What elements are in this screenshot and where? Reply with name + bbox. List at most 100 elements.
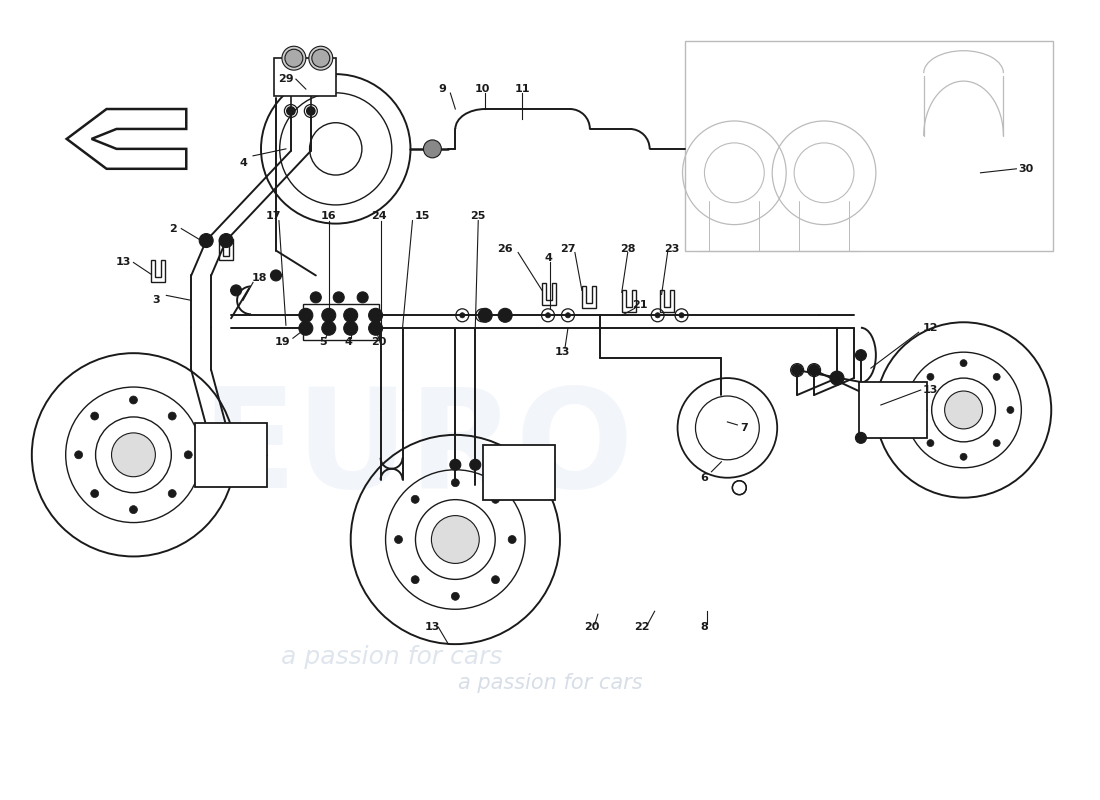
Circle shape <box>654 313 660 318</box>
Text: 24: 24 <box>371 210 386 221</box>
Text: 28: 28 <box>620 243 636 254</box>
Text: 27: 27 <box>560 243 575 254</box>
Text: 13: 13 <box>116 258 131 267</box>
Text: 3: 3 <box>153 295 161 306</box>
Text: 4: 4 <box>239 158 248 168</box>
Circle shape <box>309 46 333 70</box>
Circle shape <box>322 322 335 335</box>
Circle shape <box>322 308 335 322</box>
Circle shape <box>185 451 192 458</box>
Circle shape <box>808 365 820 375</box>
Circle shape <box>271 270 282 281</box>
Text: 10: 10 <box>474 84 490 94</box>
Circle shape <box>75 451 82 458</box>
Circle shape <box>368 308 383 322</box>
FancyBboxPatch shape <box>195 423 267 486</box>
Text: a passion for cars: a passion for cars <box>458 673 642 693</box>
Circle shape <box>308 109 314 114</box>
Circle shape <box>492 576 499 584</box>
Text: 7: 7 <box>740 423 748 433</box>
Text: 13: 13 <box>554 347 570 357</box>
Text: 22: 22 <box>634 622 649 632</box>
Circle shape <box>993 439 1000 446</box>
Circle shape <box>812 367 816 373</box>
FancyBboxPatch shape <box>684 42 1053 250</box>
Circle shape <box>282 46 306 70</box>
Circle shape <box>451 478 460 486</box>
Text: 8: 8 <box>701 622 708 632</box>
Circle shape <box>679 313 684 318</box>
Text: 20: 20 <box>371 338 386 347</box>
Circle shape <box>508 535 516 543</box>
Circle shape <box>460 313 465 318</box>
Circle shape <box>299 308 312 322</box>
FancyBboxPatch shape <box>483 445 556 500</box>
Circle shape <box>1006 406 1014 414</box>
Circle shape <box>343 322 358 335</box>
Circle shape <box>219 234 233 247</box>
Text: 25: 25 <box>471 210 486 221</box>
Text: 26: 26 <box>497 243 513 254</box>
Circle shape <box>733 481 746 494</box>
Circle shape <box>424 140 441 158</box>
Text: EURO: EURO <box>201 382 634 518</box>
Text: 5: 5 <box>319 338 327 347</box>
Circle shape <box>492 495 499 503</box>
Circle shape <box>565 313 571 318</box>
Circle shape <box>288 109 294 114</box>
Text: 15: 15 <box>415 210 430 221</box>
Text: 21: 21 <box>631 300 648 310</box>
Circle shape <box>168 412 176 420</box>
Text: 6: 6 <box>701 473 708 482</box>
Circle shape <box>450 459 461 470</box>
Circle shape <box>311 50 330 67</box>
FancyBboxPatch shape <box>274 58 336 96</box>
Circle shape <box>470 459 481 470</box>
Text: a passion for cars: a passion for cars <box>280 645 503 669</box>
Circle shape <box>395 535 403 543</box>
Circle shape <box>913 406 921 414</box>
Circle shape <box>368 322 383 335</box>
Text: 17: 17 <box>265 210 280 221</box>
Circle shape <box>333 292 344 303</box>
Text: 16: 16 <box>321 210 337 221</box>
Circle shape <box>358 292 368 303</box>
Circle shape <box>498 308 513 322</box>
Circle shape <box>927 374 934 380</box>
FancyBboxPatch shape <box>859 382 926 438</box>
FancyBboxPatch shape <box>302 304 378 340</box>
Circle shape <box>111 433 155 477</box>
Circle shape <box>830 371 844 385</box>
Circle shape <box>199 234 213 247</box>
Circle shape <box>310 292 321 303</box>
Text: 2: 2 <box>169 223 177 234</box>
Circle shape <box>856 350 867 361</box>
Circle shape <box>960 454 967 460</box>
Circle shape <box>792 365 803 375</box>
Text: 4: 4 <box>344 338 353 347</box>
Circle shape <box>411 495 419 503</box>
Text: 13: 13 <box>425 622 440 632</box>
Circle shape <box>546 313 551 318</box>
Text: 9: 9 <box>439 84 447 94</box>
Text: 20: 20 <box>584 622 600 632</box>
Circle shape <box>90 412 99 420</box>
Circle shape <box>285 50 303 67</box>
Circle shape <box>478 308 492 322</box>
Text: 12: 12 <box>923 323 938 334</box>
Circle shape <box>927 439 934 446</box>
Circle shape <box>307 107 315 115</box>
Circle shape <box>856 432 867 443</box>
Circle shape <box>90 490 99 498</box>
Text: 13: 13 <box>923 385 938 395</box>
Circle shape <box>960 360 967 366</box>
Circle shape <box>945 391 982 429</box>
Circle shape <box>231 285 242 296</box>
Circle shape <box>431 515 480 563</box>
Circle shape <box>993 374 1000 380</box>
Circle shape <box>130 506 138 514</box>
Circle shape <box>411 576 419 584</box>
Circle shape <box>299 322 312 335</box>
Circle shape <box>168 490 176 498</box>
Circle shape <box>794 367 800 373</box>
